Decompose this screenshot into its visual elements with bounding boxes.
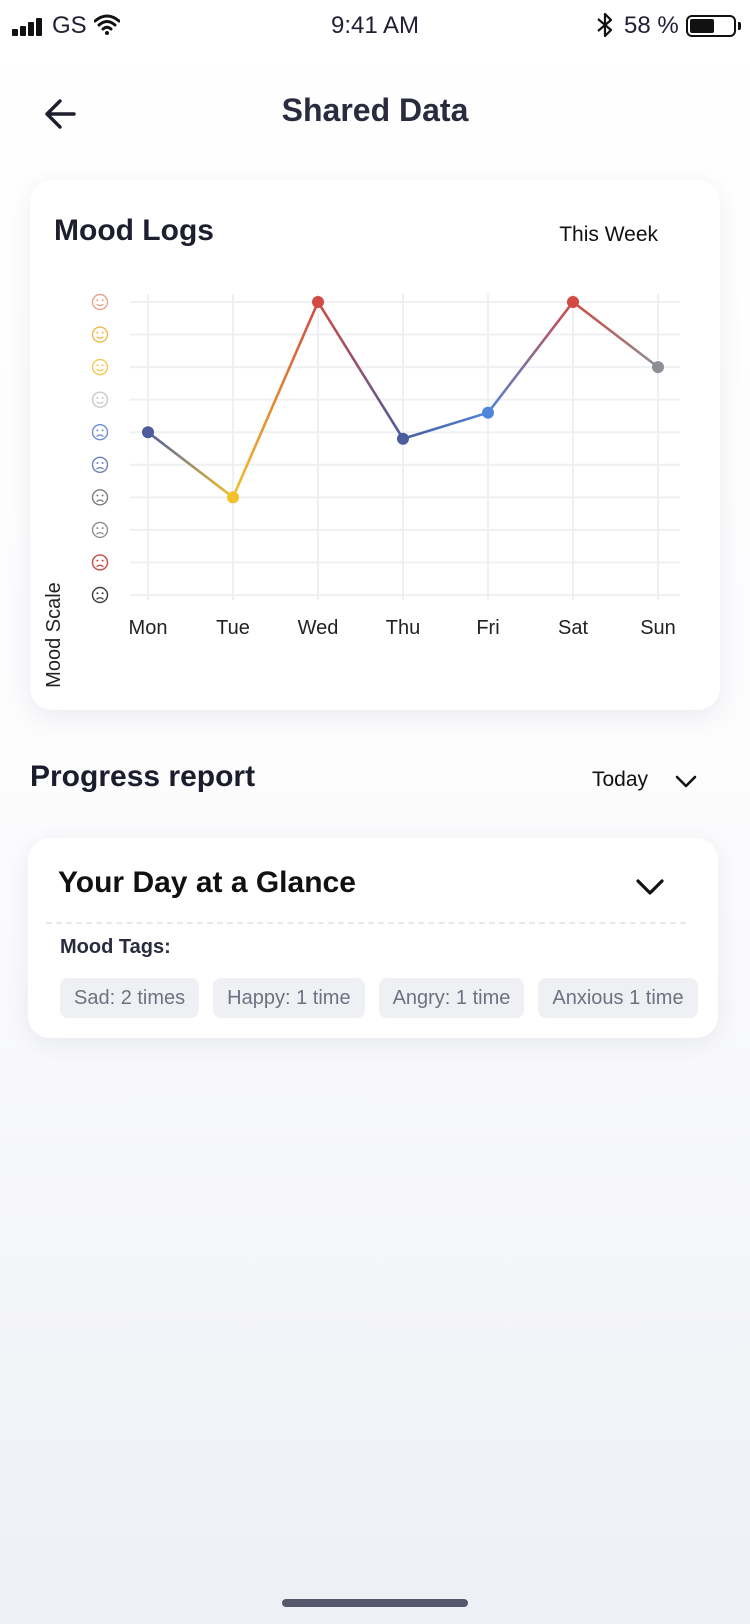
day-glance-card: Your Day at a Glance Mood Tags: Sad: 2 t… xyxy=(28,838,718,1038)
carrier-name: GS xyxy=(52,12,87,39)
mood-level-4-icon xyxy=(91,489,109,506)
mood-level-1-icon xyxy=(91,586,109,604)
series-line-segment xyxy=(401,411,490,441)
chevron-down-icon[interactable] xyxy=(632,872,668,902)
data-point-tue[interactable] xyxy=(227,491,239,504)
home-indicator[interactable] xyxy=(282,1599,468,1607)
mood-tags-list[interactable]: Sad: 2 times Happy: 1 time Angry: 1 time An… xyxy=(60,978,718,1018)
status-bar: GS 9:41 AM 58 % xyxy=(0,0,750,54)
data-point-thu[interactable] xyxy=(397,432,409,445)
period-label: Today xyxy=(592,768,649,791)
x-tick-label: Sun xyxy=(640,617,676,639)
battery-tip xyxy=(738,22,741,30)
mood-logs-card: Mood Logs This Week Mon Tue Wed Thu Fri Sat Su… xyxy=(30,180,720,710)
data-point-wed[interactable] xyxy=(312,296,324,308)
battery-percent: 58 % xyxy=(624,12,679,39)
series-line-segment xyxy=(146,430,235,499)
bluetooth-icon xyxy=(597,12,613,38)
data-point-sun[interactable] xyxy=(652,361,664,374)
glance-title: Your Day at a Glance xyxy=(58,866,356,899)
divider xyxy=(46,922,686,924)
mood-chart: Mon Tue Wed Thu Fri Sat Sun Mood Scale xyxy=(43,293,680,688)
series-line-segment xyxy=(571,300,660,369)
series-line-segment xyxy=(486,300,575,414)
mood-tag[interactable]: Angry: 1 time xyxy=(378,978,525,1018)
data-point-fri[interactable] xyxy=(482,406,494,419)
x-tick-label: Fri xyxy=(476,617,499,639)
x-tick-label: Sat xyxy=(558,617,588,639)
mood-level-6-icon xyxy=(91,424,109,441)
data-point-mon[interactable] xyxy=(142,426,154,439)
wifi-icon xyxy=(94,14,120,35)
battery-level-fill xyxy=(690,19,714,33)
x-tick-label: Thu xyxy=(386,617,420,639)
status-time: 9:41 AM xyxy=(330,12,420,39)
y-axis-label: Mood Scale xyxy=(43,582,65,688)
mood-level-5-icon xyxy=(91,456,109,473)
mood-level-9-icon xyxy=(91,326,109,343)
mood-level-3-icon xyxy=(91,521,109,539)
mood-tag[interactable]: Happy: 1 time xyxy=(213,978,365,1018)
x-tick-label: Mon xyxy=(129,617,168,639)
series-line-segment xyxy=(231,300,320,499)
page-title: Shared Data xyxy=(281,92,469,128)
mood-level-10-icon xyxy=(91,293,109,311)
mood-tag[interactable]: Sad: 2 times xyxy=(60,978,200,1018)
battery-icon xyxy=(686,15,736,37)
x-tick-label: Wed xyxy=(298,617,339,639)
period-dropdown[interactable]: Today xyxy=(588,760,710,804)
mood-level-7-icon xyxy=(91,391,109,408)
mood-tag[interactable]: Anxious 1 time xyxy=(538,978,698,1018)
chevron-down-icon xyxy=(675,775,697,788)
signal-icon xyxy=(12,18,46,36)
mood-level-8-icon xyxy=(91,358,109,376)
series-line-segment xyxy=(316,300,405,441)
range-selector[interactable]: This Week xyxy=(559,223,658,246)
x-tick-label: Tue xyxy=(216,617,250,639)
mood-level-2-icon xyxy=(91,554,109,571)
data-point-sat[interactable] xyxy=(567,296,579,308)
mood-logs-title: Mood Logs xyxy=(54,214,214,247)
progress-report-title: Progress report xyxy=(30,760,256,793)
mood-tags-label: Mood Tags: xyxy=(60,936,171,958)
back-arrow-icon[interactable] xyxy=(40,92,84,136)
